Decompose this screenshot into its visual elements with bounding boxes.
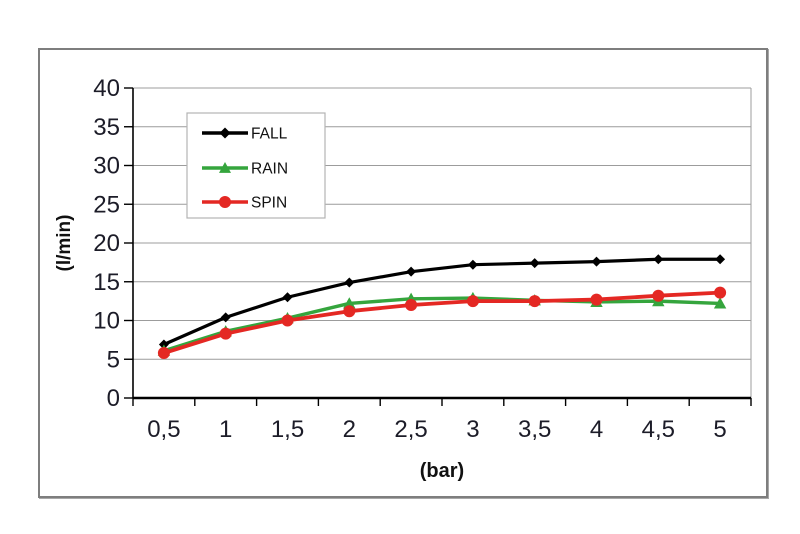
flow-vs-pressure-line-chart: 0 5 10 15 20 25 30 35 40 0,5 1 1,5 2 2,5 3 3,5 4 4,5 5 (l/m… <box>54 75 752 482</box>
data-point-spin <box>714 286 727 299</box>
data-point-rain <box>713 297 727 309</box>
data-point-fall <box>467 259 478 270</box>
y-axis-title: (l/min) <box>54 215 75 272</box>
legend-label-rain: RAIN <box>251 161 288 178</box>
x-tick-label: 3,5 <box>518 416 551 443</box>
data-point-spin <box>590 293 603 306</box>
data-point-fall <box>653 254 664 265</box>
series-line-rain <box>163 296 721 353</box>
data-point-spin <box>466 295 479 308</box>
series-line-spin <box>163 290 721 355</box>
data-point-fall <box>715 254 726 265</box>
y-tick-label: 15 <box>93 269 120 296</box>
data-point-fall <box>220 312 231 323</box>
data-point-spin <box>219 327 232 340</box>
y-tick-label: 5 <box>107 346 120 373</box>
legend-swatch-marker-fall <box>219 127 231 139</box>
y-tick-label: 35 <box>93 114 120 141</box>
legend-label-fall: FALL <box>251 126 288 143</box>
x-tick-label: 2 <box>343 416 356 443</box>
y-tick-label: 0 <box>107 385 120 412</box>
x-tick-label: 2,5 <box>394 416 427 443</box>
series-line-fall <box>163 257 721 346</box>
legend-label-spin: SPIN <box>251 195 287 212</box>
data-point-spin <box>405 299 418 311</box>
x-tick-label: 1,5 <box>271 416 304 443</box>
data-point-spin <box>281 314 294 327</box>
data-point-spin <box>528 295 541 308</box>
y-tick-label: 25 <box>93 191 120 218</box>
data-point-spin <box>157 347 170 360</box>
x-tick-label: 0,5 <box>147 416 180 443</box>
y-tick-label: 30 <box>93 153 120 180</box>
chart-frame: 0 5 10 15 20 25 30 35 40 0,5 1 1,5 2 2,5 3 3,5 4 4,5 5 (l/m… <box>38 48 768 498</box>
data-point-fall <box>406 266 417 277</box>
data-point-rain <box>343 297 356 309</box>
data-point-fall <box>344 277 355 288</box>
data-point-fall <box>591 256 602 267</box>
x-axis-title: (bar) <box>420 460 464 482</box>
x-tick-label: 5 <box>713 416 726 443</box>
legend-swatch-marker-spin <box>219 196 231 208</box>
y-tick-label: 10 <box>93 308 120 335</box>
y-tick-label: 40 <box>93 75 120 102</box>
x-tick-label: 4,5 <box>642 416 675 443</box>
x-tick-label: 3 <box>466 416 479 443</box>
x-tick-label: 1 <box>219 416 232 443</box>
y-tick-label: 20 <box>93 230 120 257</box>
data-point-spin <box>343 305 356 318</box>
legend-swatch-marker-rain <box>219 162 231 173</box>
data-point-fall <box>529 258 540 269</box>
x-tick-label: 4 <box>590 416 603 443</box>
data-point-fall <box>282 292 293 303</box>
data-point-spin <box>652 289 665 302</box>
